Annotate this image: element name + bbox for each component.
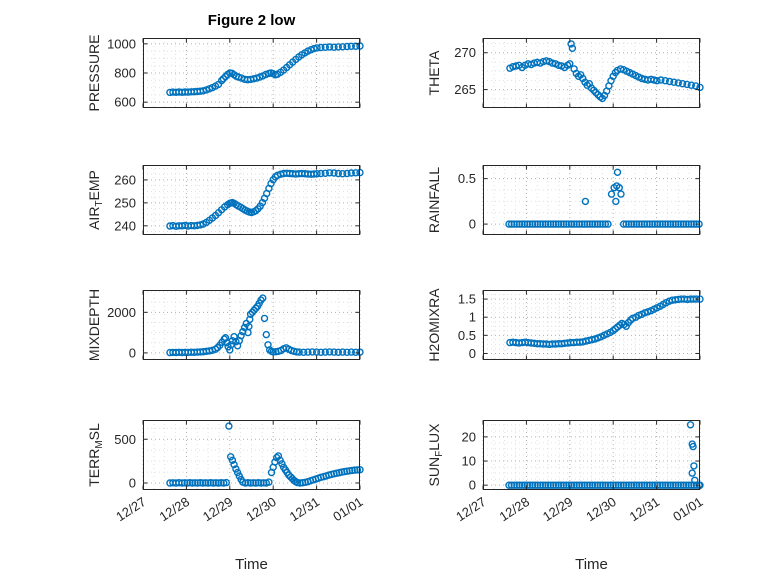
svg-text:1000: 1000 [107,36,136,51]
minor-grid [483,38,700,108]
chart-terr_msl: 0 500 TERRMSL 12/27 12/28 12/29 12/30 12/31 01/0… [86,420,366,524]
axes-box [142,165,361,235]
y-tick-labels: 0 500 [114,432,136,491]
chart-h2omixra: 0 0.5 1 1.5 H2OMIXRA [426,288,704,362]
svg-text:01/01: 01/01 [330,494,365,524]
subplot-terr_msl: 0 500 TERRMSL 12/27 12/28 12/29 12/30 12/31 01/0… [68,412,374,561]
svg-text:0: 0 [469,346,476,361]
scatter-points [166,294,364,357]
axes-box [482,290,701,360]
minor-grid [143,420,360,490]
subplot-h2omixra: 0 0.5 1 1.5 H2OMIXRA [408,282,714,379]
y-tick-labels: 265 270 [454,45,476,97]
svg-text:0.5: 0.5 [458,328,476,343]
svg-text:12/29: 12/29 [540,494,575,524]
svg-text:0: 0 [129,476,136,491]
minor-grid [483,290,700,360]
y-axis-label-mixdepth: MIXDEPTH [86,289,102,361]
svg-text:1.5: 1.5 [458,292,476,307]
svg-text:10: 10 [462,454,476,469]
x-tick-labels: 12/27 12/28 12/29 12/30 12/31 01/01 [453,494,705,524]
minor-grid [483,165,700,235]
major-grid [142,38,361,108]
svg-text:01/01: 01/01 [670,494,705,524]
svg-text:12/28: 12/28 [497,494,532,524]
y-axis-label-terr_msl: TERRMSL [86,423,105,487]
svg-text:500: 500 [114,432,136,447]
subplot-air_temp: 240 250 260 AIRTEMP [68,157,374,254]
chart-air_temp: 240 250 260 AIRTEMP [86,165,364,235]
svg-text:20: 20 [462,429,476,444]
y-tick-labels: 0 2000 [107,305,136,361]
y-axis-label-sun_flux: SUNFLUX [426,423,445,487]
svg-text:12/31: 12/31 [287,494,322,524]
y-tick-labels: 240 250 260 [114,172,136,233]
svg-text:270: 270 [454,45,476,60]
x-axis-label-left: Time [235,556,268,573]
y-axis-label-pressure: PRESSURE [86,34,102,111]
svg-text:240: 240 [114,218,136,233]
x-tick-labels: 12/27 12/28 12/29 12/30 12/31 01/01 [113,494,365,524]
major-grid [482,38,701,108]
subplot-pressure: 600 800 1000 PRESSURE [68,30,374,127]
svg-text:12/27: 12/27 [113,494,148,524]
figure-title: Figure 2 low [207,12,296,29]
subplot-mixdepth: 0 2000 MIXDEPTH [68,282,374,379]
svg-text:0: 0 [469,217,476,232]
svg-text:265: 265 [454,82,476,97]
svg-text:12/30: 12/30 [243,494,278,524]
scatter-points [166,422,364,487]
axes-box [482,165,701,235]
chart-pressure: 600 800 1000 PRESSURE [86,34,364,112]
y-axis-label-air_temp: AIRTEMP [86,170,105,230]
chart-mixdepth: 0 2000 MIXDEPTH [86,289,364,361]
axes-box [482,420,701,490]
axes-box [142,420,361,490]
scatter-points [505,421,704,489]
svg-text:12/28: 12/28 [157,494,192,524]
svg-text:1: 1 [469,310,476,325]
y-tick-labels: 00.5 [458,171,476,231]
svg-text:12/30: 12/30 [583,494,618,524]
svg-text:0: 0 [129,345,136,360]
chart-theta: 265 270 THETA [426,38,704,108]
svg-text:250: 250 [114,195,136,210]
y-axis-label-theta: THETA [426,50,442,96]
svg-text:800: 800 [114,66,136,81]
svg-text:0.5: 0.5 [458,171,476,186]
subplot-theta: 265 270 THETA [408,30,714,127]
subplot-sun_flux: 0 10 20 SUNFLUX 12/27 12/28 12/29 12/30 12/31 01/… [408,412,714,561]
y-tick-labels: 0 0.5 1 1.5 [458,292,476,361]
scatter-points [505,168,703,228]
minor-grid [483,420,700,490]
scatter-points [166,42,364,97]
svg-text:2000: 2000 [107,305,136,320]
svg-text:600: 600 [114,95,136,110]
chart-sun_flux: 0 10 20 SUNFLUX 12/27 12/28 12/29 12/30 12/31 01/… [426,420,706,524]
svg-text:12/29: 12/29 [200,494,235,524]
axes-box [142,290,361,360]
y-axis-label-rainfall: RAINFALL [426,167,442,233]
scatter-points [166,168,364,231]
major-grid [482,290,701,360]
svg-text:12/31: 12/31 [627,494,662,524]
y-axis-label-h2omixra: H2OMIXRA [426,288,442,362]
svg-text:260: 260 [114,172,136,187]
svg-text:0: 0 [469,478,476,493]
y-tick-labels: 600 800 1000 [107,36,136,109]
axes-box [142,38,361,108]
y-tick-labels: 0 10 20 [462,429,476,492]
subplot-rainfall: 0 0.5 RAINFALL [408,157,714,254]
x-axis-label-right: Time [575,556,608,573]
svg-text:12/27: 12/27 [453,494,488,524]
axes-box [482,38,701,108]
